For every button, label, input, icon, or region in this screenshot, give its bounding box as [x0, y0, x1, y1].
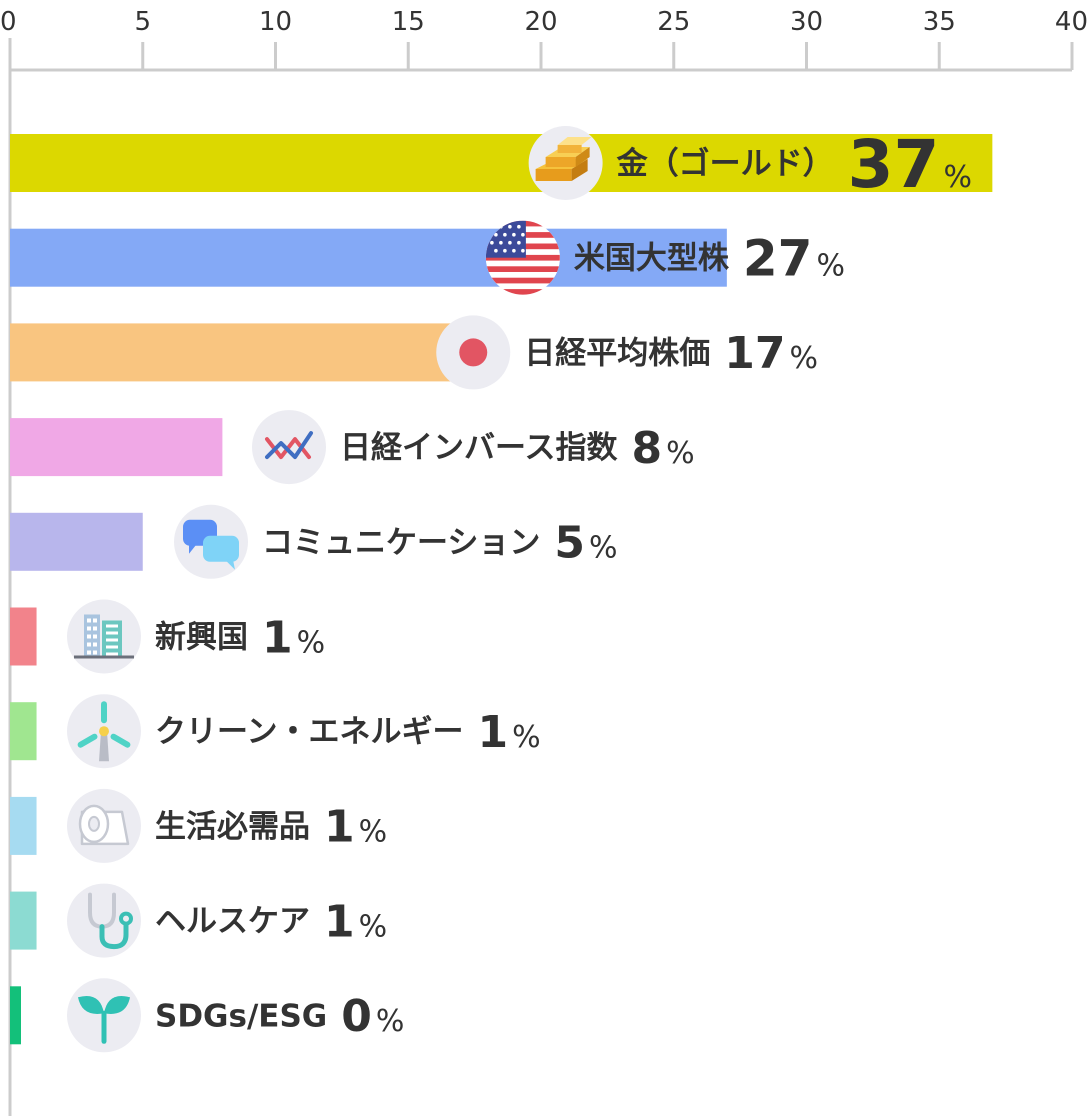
category-label: 新興国 — [155, 620, 248, 656]
bar-label-group: ヘルスケア 1% — [67, 883, 388, 958]
bar-label-group: クリーン・エネルギー 1% — [67, 694, 541, 769]
us-flag-icon — [485, 220, 560, 295]
bar-label-group: 新興国 1% — [67, 599, 326, 674]
value-label: 0 — [341, 991, 372, 1042]
percent-sign: % — [297, 625, 326, 660]
category-label: 生活必需品 — [155, 809, 310, 845]
buildings-icon — [67, 599, 141, 674]
inverse-chart-icon — [252, 410, 326, 485]
value-label: 1 — [477, 707, 508, 758]
value-label: 1 — [262, 612, 293, 663]
bar — [10, 986, 21, 1045]
percent-sign: % — [376, 1004, 405, 1039]
x-tick-label: 20 — [524, 7, 557, 37]
bar-label-group: 日経インバース指数 8% — [252, 410, 695, 485]
category-label: クリーン・エネルギー — [155, 714, 463, 750]
category-label: SDGs/ESG — [155, 998, 327, 1034]
value-label: 8 — [631, 423, 662, 474]
x-axis: 0 5 10 15 20 25 30 35 40 — [0, 7, 1088, 1116]
percent-sign: % — [359, 815, 388, 850]
category-label: コミュニケーション — [262, 525, 540, 561]
bar — [10, 323, 462, 382]
percent-sign: % — [512, 720, 541, 755]
value-label: 1 — [324, 802, 355, 853]
bar-label-group: SDGs/ESG 0% — [67, 978, 405, 1053]
category-label: 日経インバース指数 — [340, 430, 617, 466]
bar-label-group: 米国大型株 27% — [485, 220, 845, 295]
bar — [10, 702, 37, 761]
bar-label-group: 日経平均株価 17% — [436, 315, 818, 390]
x-tick-label: 5 — [134, 7, 151, 37]
bar — [10, 512, 143, 571]
chat-bubbles-icon — [174, 504, 248, 579]
bar — [10, 134, 993, 192]
value-label: 27 — [743, 230, 813, 288]
value-label: 17 — [724, 328, 785, 379]
percent-sign: % — [816, 249, 845, 284]
bar — [10, 891, 37, 950]
gold-bars-icon — [528, 126, 603, 200]
x-tick-label: 25 — [657, 7, 690, 37]
value-label: 37 — [848, 126, 940, 203]
category-label: 金（ゴールド） — [616, 146, 834, 182]
bar — [10, 607, 37, 666]
x-tick-label: 30 — [790, 7, 823, 37]
x-tick-label: 10 — [259, 7, 292, 37]
bar-label-group: 金（ゴールド） 37% — [528, 126, 972, 203]
wind-turbine-icon — [67, 694, 141, 769]
value-label: 5 — [554, 518, 585, 569]
bar-label-group: コミュニケーション 5% — [174, 504, 618, 579]
bar-label-group: 生活必需品 1% — [67, 788, 388, 863]
bar — [10, 228, 727, 287]
sprout-icon — [67, 978, 141, 1053]
toilet-paper-icon — [67, 788, 141, 863]
category-label: 米国大型株 — [574, 241, 730, 277]
bar — [10, 796, 37, 855]
category-label: ヘルスケア — [155, 904, 310, 940]
bar-labels: 金（ゴールド） 37 %米国大型株 27 %日経平均株価 17 %日経インバース指数 8 %コミ… — [67, 126, 972, 1053]
percent-sign: % — [666, 436, 695, 471]
percent-sign: % — [589, 531, 618, 566]
x-tick-label: 15 — [392, 7, 425, 37]
x-tick-label: 35 — [923, 7, 956, 37]
category-label: 日経平均株価 — [524, 335, 710, 371]
value-label: 1 — [324, 896, 355, 947]
japan-flag-icon — [436, 315, 511, 390]
x-tick-label: 40 — [1055, 7, 1088, 37]
bar — [10, 418, 223, 477]
stethoscope-icon — [67, 883, 141, 958]
x-tick-label: 0 — [0, 7, 17, 37]
bars — [10, 134, 993, 1045]
percent-sign: % — [789, 341, 818, 376]
percent-sign: % — [359, 909, 388, 944]
percent-sign: % — [943, 160, 972, 195]
